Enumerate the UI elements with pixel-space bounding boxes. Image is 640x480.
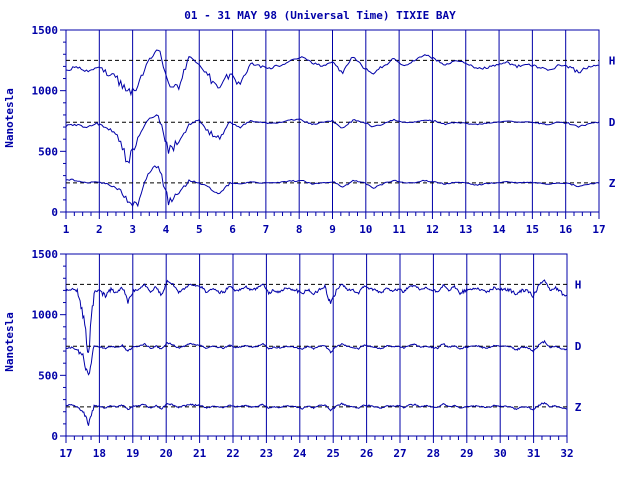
y-axis-label-bottom: Nanotesla [3,312,16,372]
x-tick-label: 13 [459,223,472,236]
x-tick-label: 26 [360,447,374,460]
x-tick-label: 21 [193,447,207,460]
x-tick-label: 7 [263,223,270,236]
series-line-z [65,165,600,208]
y-tick-label: 1500 [32,24,59,37]
chart-panel-bottom: 0 500 1000 1500 17 18 19 20 21 22 23 24 25 26 27 28 29 30… [32,248,582,460]
x-tick-label: 6 [229,223,236,236]
y-tick-label: 1000 [32,309,59,322]
x-tick-label: 31 [527,447,541,460]
x-tick-label: 24 [293,447,307,460]
x-tick-label: 5 [196,223,203,236]
series-label-z: Z [609,177,616,190]
x-tick-label: 11 [393,223,407,236]
series-line-z [65,401,568,426]
series-label-d: D [609,116,616,129]
x-tick-label: 18 [93,447,106,460]
x-tick-label: 9 [329,223,336,236]
series-line-d [65,339,568,376]
series-label-h: H [609,54,616,67]
x-tick-label: 14 [492,223,506,236]
y-axis-label-top: Nanotesla [3,88,16,148]
series-line-d [65,114,600,164]
y-tick-label: 500 [38,145,58,158]
x-tick-label: 30 [494,447,507,460]
x-tick-label: 12 [426,223,439,236]
y-tick-label: 1000 [32,85,59,98]
series-line-h [65,49,600,97]
x-tick-label: 10 [359,223,372,236]
x-tick-label: 22 [226,447,239,460]
x-tick-label: 32 [560,447,573,460]
x-tick-label: 17 [592,223,605,236]
series-label-z: Z [575,401,582,414]
series-label-h: H [575,278,582,291]
x-tick-label: 23 [260,447,273,460]
x-tick-label: 1 [63,223,70,236]
x-tick-label: 3 [129,223,136,236]
chart-title: 01 - 31 MAY 98 (Universal Time) TIXIE BA… [184,9,456,22]
y-tick-label: 1500 [32,248,59,261]
y-tick-label: 0 [51,430,58,443]
x-tick-label: 16 [559,223,573,236]
x-tick-label: 25 [327,447,340,460]
x-tick-label: 15 [526,223,539,236]
y-tick-label: 500 [38,369,58,382]
series-line-h [65,279,568,353]
x-tick-label: 8 [296,223,303,236]
x-tick-label: 29 [460,447,473,460]
x-tick-label: 17 [59,447,72,460]
x-tick-label: 2 [96,223,103,236]
series-label-d: D [575,340,582,353]
x-tick-label: 19 [126,447,139,460]
y-tick-label: 0 [51,206,58,219]
x-tick-label: 4 [163,223,170,236]
x-tick-label: 28 [427,447,440,460]
x-tick-label: 27 [393,447,406,460]
x-tick-label: 20 [160,447,173,460]
